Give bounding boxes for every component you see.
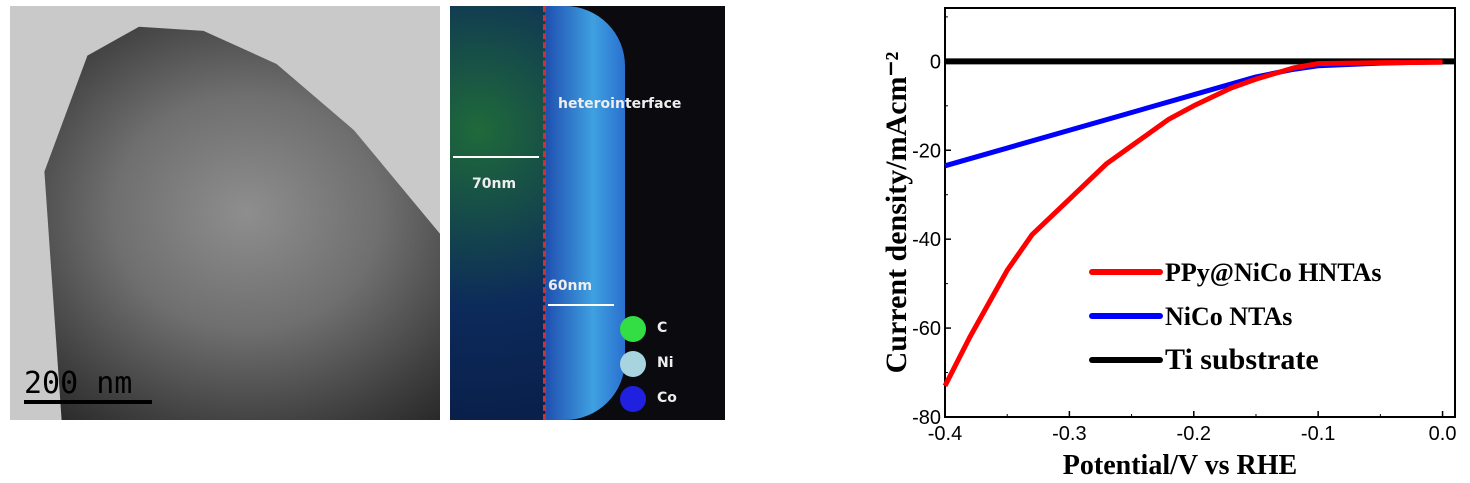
series-line-0 — [942, 59, 1443, 388]
y-tick-label: 0 — [930, 51, 941, 73]
y-tick-label: -80 — [912, 407, 941, 429]
legend-dot-ni — [620, 351, 646, 377]
legend-label-1: NiCo NTAs — [1165, 302, 1292, 331]
legend-label-co: Co — [657, 390, 677, 406]
heterointerface-label: heterointerface — [558, 96, 682, 112]
dim-label-70: 70nm — [472, 176, 517, 192]
y-tick-label: -20 — [912, 140, 941, 162]
x-tick-label: -0.4 — [928, 423, 962, 445]
x-tick-label: -0.1 — [1301, 423, 1335, 445]
scale-bar — [24, 400, 152, 404]
series-line-1 — [944, 59, 1443, 169]
y-tick-label: -60 — [912, 318, 941, 340]
x-tick-label: -0.2 — [1177, 423, 1211, 445]
legend-label-ni: Ni — [657, 355, 674, 371]
legend-label-2: Ti substrate — [1165, 343, 1319, 376]
scale-bar-label: 200 nm — [24, 366, 133, 401]
x-tick-label: -0.3 — [1052, 423, 1086, 445]
legend-label-c: C — [657, 320, 668, 336]
y-tick-label: -40 — [912, 229, 941, 251]
x-tick-label: 0.0 — [1429, 423, 1457, 445]
dim-arrow-60 — [548, 304, 614, 306]
dim-arrow-70 — [453, 156, 539, 158]
y-axis-label: Current density/mAcm⁻² — [880, 52, 913, 374]
plot-frame — [944, 7, 1456, 418]
heterointerface-line — [543, 6, 546, 420]
nanotube-shape — [44, 26, 440, 420]
dim-label-60: 60nm — [548, 278, 593, 294]
shell-region — [545, 6, 625, 420]
legend-dot-co — [620, 386, 646, 412]
eds-map-image: heterointerface 70nm 60nm C Ni Co — [450, 6, 725, 420]
legend-label-0: PPy@NiCo HNTAs — [1165, 258, 1382, 287]
x-axis-label: Potential/V vs RHE — [1063, 450, 1297, 481]
lsv-chart: -0.4 -0.3 -0.2 -0.1 0.0 -80 -60 -40 -20 0 Potentia… — [880, 7, 1457, 481]
core-region — [450, 6, 545, 420]
legend-dot-c — [620, 316, 646, 342]
tem-image: 200 nm — [10, 6, 440, 420]
